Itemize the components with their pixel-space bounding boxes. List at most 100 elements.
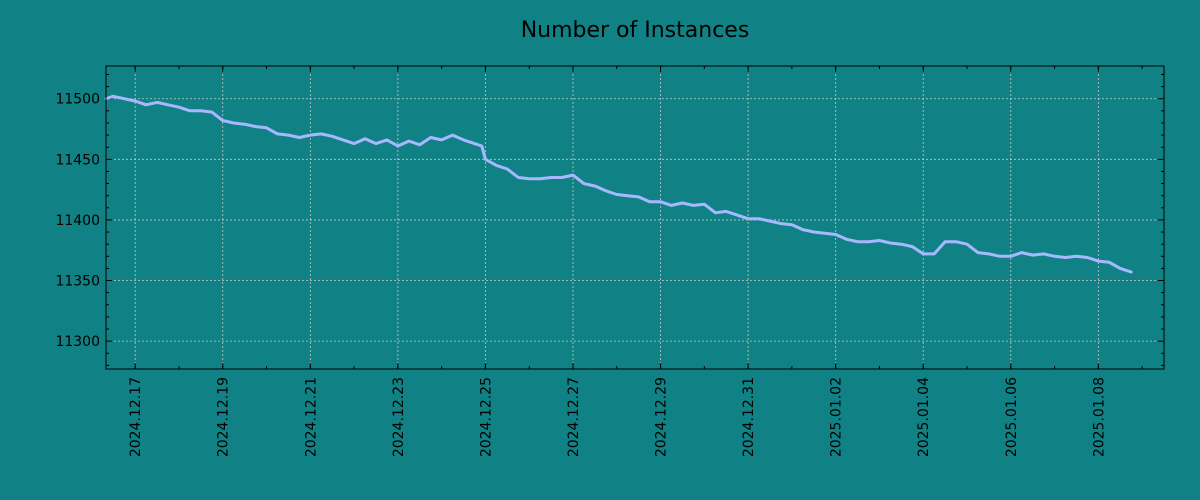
data-point: [495, 164, 497, 166]
x-tick-label: 2024.12.19: [216, 377, 232, 457]
data-point: [255, 126, 257, 128]
y-tick-label: 11500: [55, 92, 100, 108]
y-tick-label: 11400: [55, 213, 100, 229]
data-point: [331, 135, 333, 137]
data-point: [320, 133, 322, 135]
data-point: [484, 158, 486, 160]
grid-lines: [106, 66, 1164, 369]
data-point: [550, 176, 552, 179]
series-layer: [104, 94, 1133, 274]
data-point: [452, 134, 454, 136]
data-point: [222, 119, 224, 122]
data-point: [397, 145, 399, 147]
y-tick-label: 11300: [55, 334, 100, 350]
data-point: [167, 104, 169, 106]
data-point: [846, 238, 848, 240]
data-point: [583, 183, 585, 185]
data-point: [276, 133, 279, 135]
data-point: [364, 138, 366, 140]
data-point: [878, 239, 881, 242]
x-tick-label: 2024.12.23: [391, 377, 407, 457]
data-point: [835, 233, 837, 236]
data-point: [747, 218, 749, 220]
data-point: [769, 220, 771, 222]
data-point: [616, 193, 618, 196]
data-point: [386, 139, 388, 141]
y-tick-label: 11450: [55, 152, 100, 168]
x-tick-label: 2025.01.06: [1004, 377, 1020, 457]
data-point: [200, 110, 202, 112]
data-point: [419, 144, 421, 146]
data-point: [889, 242, 892, 244]
data-point: [791, 224, 793, 226]
data-point: [758, 218, 760, 220]
data-point: [1032, 254, 1034, 256]
data-point: [638, 196, 640, 198]
data-point: [605, 190, 607, 192]
data-point: [265, 127, 268, 129]
data-point: [867, 241, 870, 243]
data-point: [594, 185, 596, 187]
data-point: [353, 143, 355, 145]
data-point: [780, 223, 782, 225]
data-point: [988, 253, 990, 255]
data-point: [298, 136, 300, 139]
data-point: [233, 122, 235, 124]
data-point: [1108, 261, 1110, 263]
data-point: [703, 203, 705, 205]
data-point: [473, 143, 476, 145]
data-point: [211, 111, 213, 113]
data-point: [955, 241, 957, 243]
data-point: [189, 110, 191, 112]
data-point: [725, 210, 727, 212]
data-point: [244, 123, 246, 125]
data-point: [572, 174, 574, 176]
data-point: [134, 100, 136, 102]
data-point: [506, 168, 508, 170]
data-point: [692, 204, 695, 206]
data-point: [408, 140, 410, 142]
data-point: [714, 212, 716, 214]
data-point: [922, 253, 924, 255]
data-point: [1075, 255, 1077, 257]
data-point: [670, 204, 673, 206]
data-point: [933, 253, 935, 255]
data-point: [528, 178, 530, 180]
x-tick-label: 2025.01.08: [1091, 377, 1107, 457]
series-line: [104, 94, 1133, 274]
data-point: [561, 176, 563, 179]
data-point: [441, 139, 443, 141]
data-point: [1119, 267, 1121, 269]
data-point: [627, 195, 629, 197]
y-tick-label: 11350: [55, 274, 100, 290]
data-point: [659, 201, 662, 203]
x-tick-label: 2024.12.17: [128, 377, 144, 457]
data-point: [481, 145, 483, 147]
data-point: [681, 202, 684, 204]
x-tick-label: 2024.12.25: [478, 377, 494, 457]
data-point: [1130, 271, 1132, 273]
data-point: [1064, 256, 1067, 259]
data-point: [649, 201, 651, 203]
chart-title: Number of Instances: [521, 18, 750, 43]
data-point: [342, 139, 344, 141]
data-point: [736, 214, 738, 216]
data-point: [813, 231, 815, 233]
x-tick-label: 2025.01.04: [916, 377, 932, 457]
data-point: [856, 241, 859, 243]
data-point: [1097, 260, 1099, 262]
data-point: [156, 101, 158, 103]
data-point: [1086, 256, 1088, 259]
data-point: [462, 139, 465, 141]
data-point: [944, 241, 946, 243]
data-point: [966, 243, 968, 245]
plot-frame: [105, 65, 1165, 370]
data-point: [178, 106, 180, 108]
axis-ticks: 11300 11350 11400 11450 11500 2024.12.17 2024.…: [55, 66, 1164, 457]
data-point: [309, 134, 311, 136]
x-tick-label: 2024.12.21: [303, 377, 319, 457]
data-point: [1010, 255, 1012, 257]
data-point: [977, 252, 979, 254]
